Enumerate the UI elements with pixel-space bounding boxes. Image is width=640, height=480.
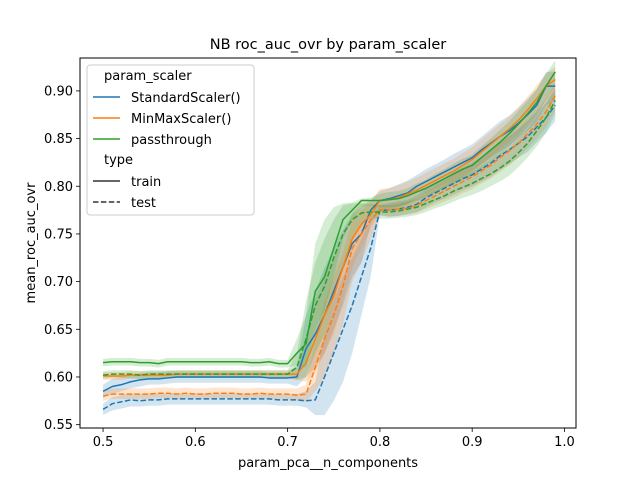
legend-hue-title: param_scaler	[104, 69, 192, 84]
x-tick-label: 0.8	[370, 435, 391, 450]
y-tick-label: 0.85	[44, 132, 73, 147]
legend-box	[86, 64, 255, 216]
legend-label-standardscaler: StandardScaler()	[131, 91, 241, 106]
x-tick-label: 0.7	[277, 435, 298, 450]
legend-label-train: train	[131, 175, 161, 190]
line-standardscaler-test	[102, 104, 556, 411]
plot-frame	[79, 57, 577, 429]
line-passthrough-test	[102, 100, 556, 376]
x-tick-label: 0.6	[185, 435, 206, 450]
x-axis-label: param_pca__n_components	[238, 456, 418, 471]
legend-style-title: type	[104, 153, 133, 168]
line-passthrough-train	[102, 71, 556, 365]
x-axis-ticks: 0.5 0.6 0.7 0.8 0.9 1.0	[93, 428, 575, 450]
band-standardscaler-test	[103, 90, 556, 416]
line-minmaxscaler-test	[102, 95, 556, 397]
legend-style-entries: train test	[93, 175, 161, 211]
x-tick-label: 0.9	[462, 435, 483, 450]
y-axis-label: mean_roc_auc_ovr	[24, 182, 39, 304]
x-tick-label: 1.0	[554, 435, 575, 450]
band-minmaxscaler-train	[103, 67, 556, 382]
chart-title: NB roc_auc_ovr by param_scaler	[210, 37, 447, 53]
band-passthrough-train	[103, 60, 556, 368]
band-standardscaler-train	[103, 71, 556, 398]
series-lines	[102, 71, 556, 411]
x-tick-label: 0.5	[93, 435, 114, 450]
y-tick-label: 0.70	[44, 275, 73, 290]
line-standardscaler-train	[102, 85, 556, 392]
y-tick-label: 0.80	[44, 180, 73, 195]
y-tick-label: 0.55	[44, 418, 73, 433]
y-tick-label: 0.90	[44, 84, 73, 99]
y-tick-label: 0.75	[44, 227, 73, 242]
y-tick-label: 0.60	[44, 370, 73, 385]
legend: param_scaler StandardScaler() MinMaxScale…	[86, 64, 255, 216]
legend-label-test: test	[131, 196, 156, 211]
confidence-bands	[103, 60, 556, 416]
y-axis-ticks: 0.55 0.60 0.65 0.70 0.75 0.80 0.85 0.90	[44, 84, 80, 433]
band-minmaxscaler-test	[103, 83, 556, 402]
y-tick-label: 0.65	[44, 323, 73, 338]
band-passthrough-test	[103, 87, 556, 380]
legend-label-passthrough: passthrough	[131, 133, 212, 148]
legend-hue-entries: StandardScaler() MinMaxScaler() passthroug…	[93, 91, 241, 148]
legend-label-minmaxscaler: MinMaxScaler()	[131, 112, 231, 127]
